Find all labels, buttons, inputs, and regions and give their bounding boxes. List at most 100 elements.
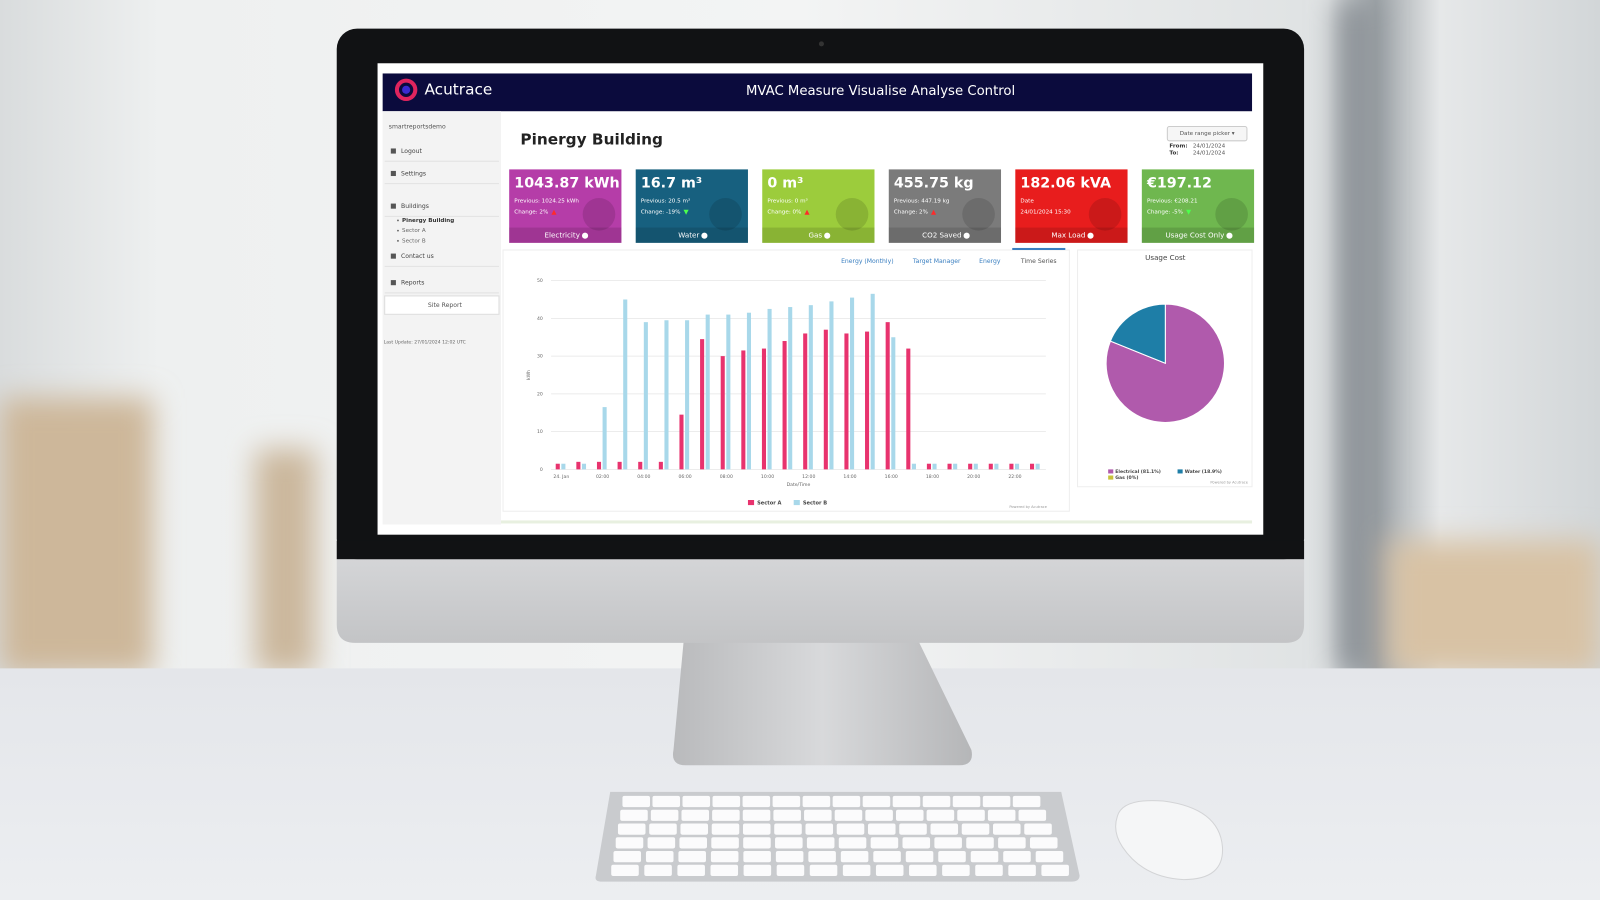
card[interactable] xyxy=(888,169,1002,243)
card-detail: Date xyxy=(1020,199,1034,205)
legend-swatch[interactable] xyxy=(1108,475,1114,480)
card[interactable] xyxy=(509,169,622,243)
x-tick-label: 18:00 xyxy=(926,474,939,480)
bar xyxy=(767,308,772,470)
date-picker-label[interactable]: Date range picker ▾ xyxy=(1180,131,1235,137)
card-footer[interactable] xyxy=(635,227,748,243)
bar xyxy=(953,463,958,470)
card[interactable] xyxy=(635,169,748,243)
bar xyxy=(844,333,849,470)
key xyxy=(870,837,899,849)
key xyxy=(895,809,924,821)
x-tick-label: 08:00 xyxy=(720,474,733,480)
nav-item[interactable]: Settings xyxy=(401,170,426,177)
key xyxy=(970,851,999,863)
card-label[interactable]: Usage Cost Only xyxy=(1165,231,1224,240)
key xyxy=(922,795,951,808)
tab[interactable]: Time Series xyxy=(1020,258,1057,265)
card-footer[interactable] xyxy=(888,227,1002,243)
legend-swatch[interactable] xyxy=(793,500,800,506)
trend-arrow xyxy=(1186,209,1192,215)
card-detail: Previous: 20.5 m³ xyxy=(641,198,690,205)
key xyxy=(617,823,646,835)
bar xyxy=(602,407,607,470)
nav-icon xyxy=(390,203,396,209)
key xyxy=(773,809,801,821)
card-label[interactable]: CO2 Saved xyxy=(922,231,961,240)
card[interactable] xyxy=(762,169,875,243)
legend-label[interactable]: Gas (0%) xyxy=(1115,475,1138,481)
key xyxy=(873,851,901,863)
card-link-icon[interactable] xyxy=(1226,232,1233,239)
legend-swatch[interactable] xyxy=(747,500,755,506)
from-label: From: xyxy=(1169,143,1187,149)
card-link-icon[interactable] xyxy=(1087,232,1094,239)
nav-item[interactable]: Logout xyxy=(401,148,423,155)
card-link-icon[interactable] xyxy=(963,232,970,239)
legend-label[interactable]: Sector A xyxy=(757,501,781,507)
date-picker[interactable] xyxy=(1166,126,1248,142)
tab[interactable]: Energy (Monthly) xyxy=(841,258,894,265)
legend-label[interactable]: Sector B xyxy=(803,501,827,507)
card-label[interactable]: Water xyxy=(678,231,699,240)
bar xyxy=(823,329,828,470)
key xyxy=(1012,795,1041,808)
bar xyxy=(685,320,690,470)
y-tick-label: 40 xyxy=(537,316,543,322)
key xyxy=(998,837,1026,849)
card[interactable] xyxy=(1015,169,1128,243)
x-tick-label: 02:00 xyxy=(596,474,609,480)
card-label[interactable]: Gas xyxy=(809,231,823,240)
card-footer[interactable] xyxy=(762,227,875,243)
key xyxy=(840,851,869,863)
bar xyxy=(1035,463,1040,470)
legend-swatch[interactable] xyxy=(1108,469,1114,474)
card-watermark xyxy=(709,197,742,231)
card-footer[interactable] xyxy=(1141,227,1255,243)
legend-label[interactable]: Water (18.9%) xyxy=(1185,469,1222,475)
card-detail: Previous: 1024.25 kWh xyxy=(514,199,579,205)
trend-arrow xyxy=(931,209,937,215)
key xyxy=(711,823,740,835)
tab[interactable]: Energy xyxy=(979,258,1001,265)
card-footer[interactable] xyxy=(509,227,622,243)
site-report-button[interactable] xyxy=(384,295,500,315)
card-detail: Previous: 447.19 kg xyxy=(894,199,950,205)
bar xyxy=(679,414,684,470)
bar xyxy=(973,463,978,470)
building-item[interactable]: Sector B xyxy=(402,238,426,244)
site-report-label[interactable]: Site Report xyxy=(428,302,463,309)
key xyxy=(993,823,1021,835)
nav-item[interactable]: Contact us xyxy=(401,253,434,260)
key xyxy=(867,823,896,835)
bar xyxy=(906,348,911,470)
key xyxy=(1018,809,1047,821)
nav-item[interactable]: Reports xyxy=(401,280,424,287)
bar xyxy=(850,297,855,470)
card-link-icon[interactable] xyxy=(701,232,708,239)
card-footer[interactable] xyxy=(1015,227,1128,243)
building-item[interactable]: Pinergy Building xyxy=(402,218,454,224)
key xyxy=(1041,864,1069,877)
card[interactable] xyxy=(1141,169,1255,243)
card-link-icon[interactable] xyxy=(824,232,831,239)
legend-swatch[interactable] xyxy=(1177,469,1183,474)
card-label[interactable]: Electricity xyxy=(545,231,580,240)
nav-icon xyxy=(390,170,396,177)
building-item[interactable]: Sector A xyxy=(402,228,426,234)
nav-icon xyxy=(390,280,396,286)
card-label[interactable]: Max Load xyxy=(1051,231,1085,240)
key xyxy=(772,795,801,808)
nav-item[interactable]: Buildings xyxy=(401,203,429,210)
card-link-icon[interactable] xyxy=(581,232,589,239)
last-update: Last Update: 27/01/2024 12:02 UTC xyxy=(384,339,466,345)
key xyxy=(743,851,771,863)
keyboard xyxy=(595,791,1080,882)
legend-label[interactable]: Electrical (81.1%) xyxy=(1115,469,1161,475)
bar xyxy=(891,337,896,470)
key xyxy=(836,823,865,835)
card-detail: Previous: 0 m³ xyxy=(767,198,807,205)
tab[interactable]: Target Manager xyxy=(912,258,961,265)
page-title: Pinergy Building xyxy=(520,130,663,148)
logo xyxy=(394,78,418,102)
